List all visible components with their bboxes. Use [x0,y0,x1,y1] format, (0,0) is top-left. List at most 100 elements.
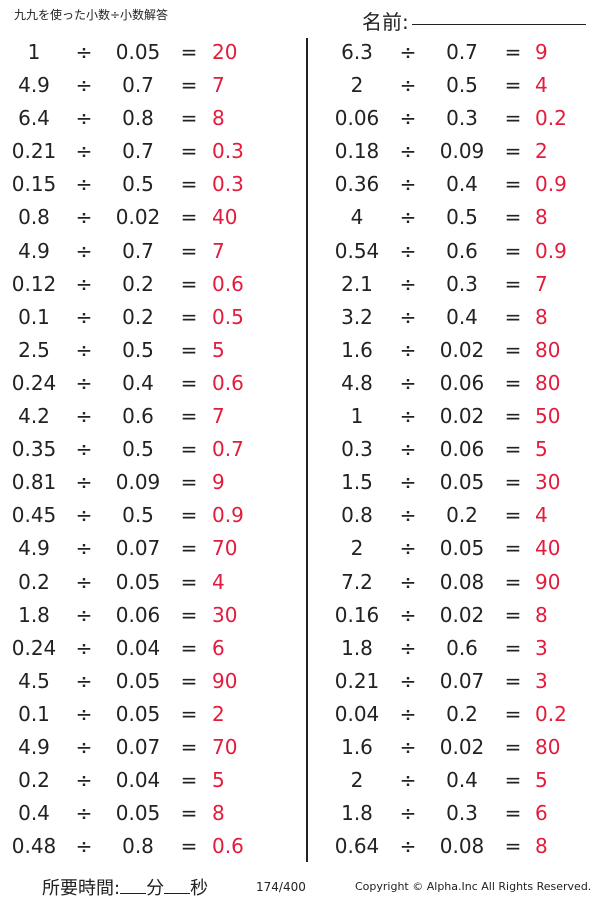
dividend: 0.36 [334,172,380,197]
divisor: 0.2 [122,304,154,329]
answer: 8 [212,106,225,131]
problem-row: 1 ÷ 0.02 = 50 [306,400,600,433]
answer: 70 [212,734,238,759]
problem-row: 4.9 ÷ 0.7 = 7 [0,235,300,268]
divisor: 0.05 [439,470,485,495]
left-problem-column: 1 ÷ 0.05 = 20 4.9 ÷ 0.7 = 7 6.4 ÷ 0.8 = 8 0.21 ÷ 0.7 = 0.3 0… [0,36,300,863]
divisor: 0.02 [115,205,161,230]
answer: 0.3 [212,139,244,164]
answer: 3 [535,635,548,660]
name-label: 名前: [362,10,409,34]
dividend: 6.3 [341,40,373,64]
divide-sign: ÷ [399,668,417,693]
problem-row: 0.1 ÷ 0.05 = 2 [0,698,300,731]
divisor: 0.2 [446,701,478,726]
minutes-label: 分 [146,878,165,899]
answer: 8 [535,304,548,329]
problem-row: 4.2 ÷ 0.6 = 7 [0,400,300,433]
dividend: 0.3 [341,437,373,462]
answer: 7 [212,238,225,263]
problem-row: 0.18 ÷ 0.09 = 2 [306,135,600,168]
divide-sign: ÷ [399,40,417,64]
dividend: 6.4 [18,106,50,131]
equals-sign: = [504,701,522,726]
problem-row: 4.8 ÷ 0.06 = 80 [306,367,600,400]
divisor: 0.8 [122,106,154,131]
equals-sign: = [504,73,522,98]
dividend: 1.8 [18,602,50,627]
equals-sign: = [180,172,198,197]
divide-sign: ÷ [75,370,93,395]
equals-sign: = [504,503,522,528]
divisor: 0.09 [115,470,161,495]
divide-sign: ÷ [399,205,417,230]
divide-sign: ÷ [399,602,417,627]
divisor: 0.7 [122,238,154,263]
equals-sign: = [504,734,522,759]
divisor: 0.06 [115,602,161,627]
divisor: 0.04 [115,768,161,793]
dividend: 1.6 [341,337,373,362]
answer: 8 [535,205,548,230]
problem-row: 0.8 ÷ 0.2 = 4 [306,499,600,532]
dividend: 0.16 [334,602,380,627]
problem-row: 0.3 ÷ 0.06 = 5 [306,433,600,466]
problem-row: 4 ÷ 0.5 = 8 [306,201,600,234]
equals-sign: = [504,172,522,197]
equals-sign: = [180,106,198,131]
problem-row: 2 ÷ 0.5 = 4 [306,69,600,102]
divide-sign: ÷ [399,337,417,362]
problem-row: 7.2 ÷ 0.08 = 90 [306,566,600,599]
divide-sign: ÷ [399,734,417,759]
divisor: 0.5 [446,73,478,98]
equals-sign: = [180,337,198,362]
divide-sign: ÷ [399,106,417,131]
answer: 2 [535,139,548,164]
time-label: 所要時間: [42,878,121,899]
equals-sign: = [180,40,198,64]
answer: 90 [535,569,561,594]
divisor: 0.3 [446,271,478,296]
problem-row: 0.35 ÷ 0.5 = 0.7 [0,433,300,466]
equals-sign: = [504,404,522,429]
divisor: 0.04 [115,635,161,660]
equals-sign: = [504,106,522,131]
divide-sign: ÷ [399,635,417,660]
equals-sign: = [180,801,198,826]
divide-sign: ÷ [399,701,417,726]
equals-sign: = [504,437,522,462]
divide-sign: ÷ [75,569,93,594]
answer: 8 [535,602,548,627]
divide-sign: ÷ [75,602,93,627]
problem-row: 0.64 ÷ 0.08 = 8 [306,830,600,863]
divide-sign: ÷ [75,734,93,759]
divide-sign: ÷ [75,304,93,329]
right-problem-column: 6.3 ÷ 0.7 = 9 2 ÷ 0.5 = 4 0.06 ÷ 0.3 = 0.2 0.18 ÷ 0.09 = 2 0… [306,36,600,863]
problem-row: 0.8 ÷ 0.02 = 40 [0,201,300,234]
answer: 6 [535,801,548,826]
time-required: 所要時間: 分 秒 [42,874,208,900]
dividend: 2.5 [18,337,50,362]
equals-sign: = [504,238,522,263]
equals-sign: = [180,404,198,429]
problem-row: 0.81 ÷ 0.09 = 9 [0,466,300,499]
divisor: 0.08 [439,834,485,859]
answer: 7 [212,73,225,98]
divisor: 0.5 [122,437,154,462]
equals-sign: = [180,834,198,859]
dividend: 1.8 [341,635,373,660]
equals-sign: = [504,271,522,296]
answer: 0.6 [212,370,244,395]
divisor: 0.05 [115,801,161,826]
dividend: 0.45 [11,503,57,528]
equals-sign: = [180,304,198,329]
divisor: 0.2 [122,271,154,296]
problem-row: 0.48 ÷ 0.8 = 0.6 [0,830,300,863]
equals-sign: = [504,768,522,793]
dividend: 0.12 [11,271,57,296]
answer: 4 [535,73,548,98]
dividend: 4.9 [18,734,50,759]
answer: 5 [535,437,548,462]
problem-row: 0.04 ÷ 0.2 = 0.2 [306,698,600,731]
problem-row: 2.5 ÷ 0.5 = 5 [0,334,300,367]
